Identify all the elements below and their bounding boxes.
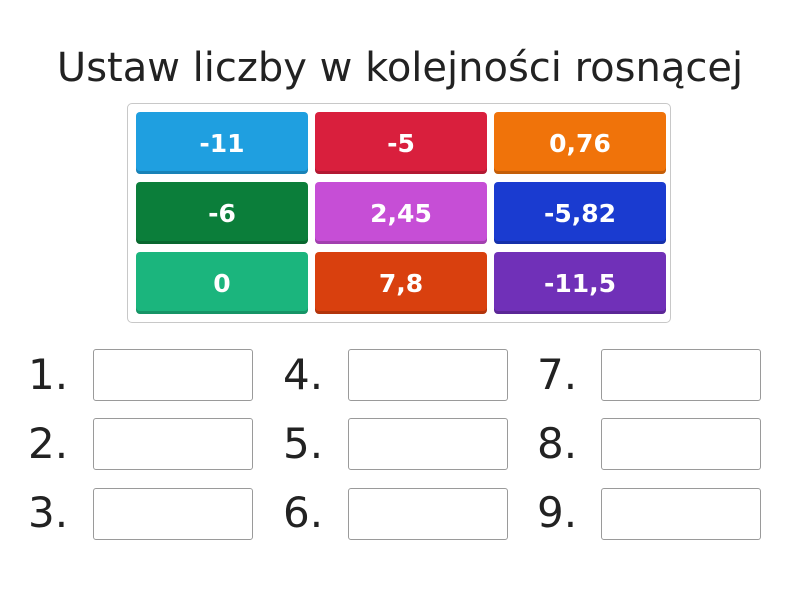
answer-bank: -11 -5 0,76 -6 2,45 -5,82 0 7,8 -11,5	[127, 103, 671, 323]
drop-slot-7[interactable]	[601, 349, 761, 401]
drop-slot-3[interactable]	[93, 488, 253, 540]
drop-slot-2[interactable]	[93, 418, 253, 470]
drop-slot-5[interactable]	[348, 418, 508, 470]
answer-tile[interactable]: 0	[136, 252, 308, 314]
drop-slot-1[interactable]	[93, 349, 253, 401]
slot-number: 6.	[283, 488, 324, 537]
drop-slot-6[interactable]	[348, 488, 508, 540]
answer-tile[interactable]: -11	[136, 112, 308, 174]
answer-tile[interactable]: -11,5	[494, 252, 666, 314]
slot-number: 1.	[28, 350, 69, 399]
answer-tile[interactable]: 7,8	[315, 252, 487, 314]
answer-tile[interactable]: 2,45	[315, 182, 487, 244]
drop-slot-4[interactable]	[348, 349, 508, 401]
slot-number: 9.	[537, 488, 578, 537]
answer-tile[interactable]: -5	[315, 112, 487, 174]
answer-tile[interactable]: 0,76	[494, 112, 666, 174]
slot-number: 8.	[537, 419, 578, 468]
slot-number: 5.	[283, 419, 324, 468]
slot-number: 7.	[537, 350, 578, 399]
drop-slot-8[interactable]	[601, 418, 761, 470]
drop-slot-9[interactable]	[601, 488, 761, 540]
page-title: Ustaw liczby w kolejności rosnącej	[56, 45, 744, 91]
slot-number: 4.	[283, 350, 324, 399]
slot-number: 3.	[28, 488, 69, 537]
answer-tile[interactable]: -5,82	[494, 182, 666, 244]
slot-number: 2.	[28, 419, 69, 468]
answer-tile[interactable]: -6	[136, 182, 308, 244]
